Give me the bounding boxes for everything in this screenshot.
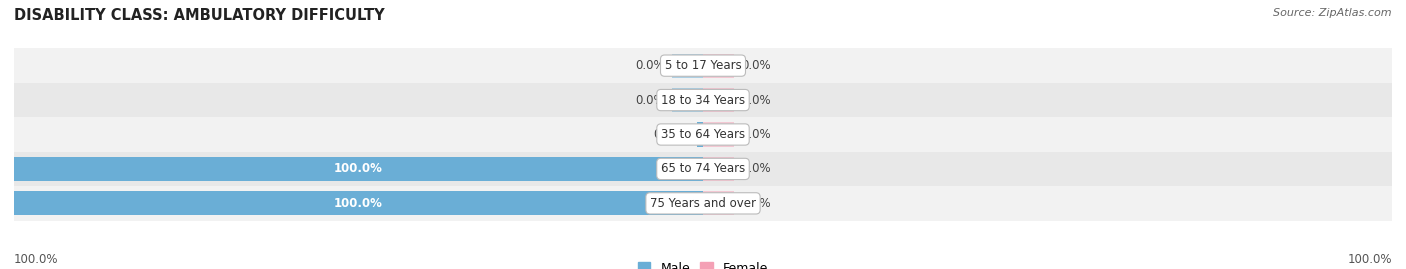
Text: 0.0%: 0.0% [636, 59, 665, 72]
Text: 0.0%: 0.0% [741, 197, 770, 210]
Bar [14, 83, 1392, 117]
Legend: Male, Female: Male, Female [633, 257, 773, 269]
Bar [14, 191, 703, 215]
Text: 0.0%: 0.0% [741, 94, 770, 107]
Bar [14, 186, 1392, 221]
Bar [14, 48, 1392, 83]
Bar [703, 88, 734, 112]
Text: DISABILITY CLASS: AMBULATORY DIFFICULTY: DISABILITY CLASS: AMBULATORY DIFFICULTY [14, 8, 385, 23]
Text: 65 to 74 Years: 65 to 74 Years [661, 162, 745, 175]
Bar [672, 88, 703, 112]
Text: 35 to 64 Years: 35 to 64 Years [661, 128, 745, 141]
Text: 100.0%: 100.0% [335, 162, 382, 175]
Text: 100.0%: 100.0% [14, 253, 59, 266]
Bar [672, 54, 703, 78]
Bar [14, 157, 703, 181]
Text: 0.86%: 0.86% [652, 128, 690, 141]
Bar [14, 152, 1392, 186]
Text: 0.0%: 0.0% [741, 59, 770, 72]
Text: 75 Years and over: 75 Years and over [650, 197, 756, 210]
Text: 0.0%: 0.0% [741, 128, 770, 141]
Text: 0.0%: 0.0% [636, 94, 665, 107]
Text: 100.0%: 100.0% [335, 197, 382, 210]
Bar [14, 117, 1392, 152]
Bar [703, 191, 734, 215]
Text: Source: ZipAtlas.com: Source: ZipAtlas.com [1274, 8, 1392, 18]
Bar [697, 122, 703, 147]
Text: 100.0%: 100.0% [1347, 253, 1392, 266]
Text: 18 to 34 Years: 18 to 34 Years [661, 94, 745, 107]
Bar [703, 54, 734, 78]
Text: 0.0%: 0.0% [741, 162, 770, 175]
Text: 5 to 17 Years: 5 to 17 Years [665, 59, 741, 72]
Bar [703, 122, 734, 147]
Bar [703, 157, 734, 181]
